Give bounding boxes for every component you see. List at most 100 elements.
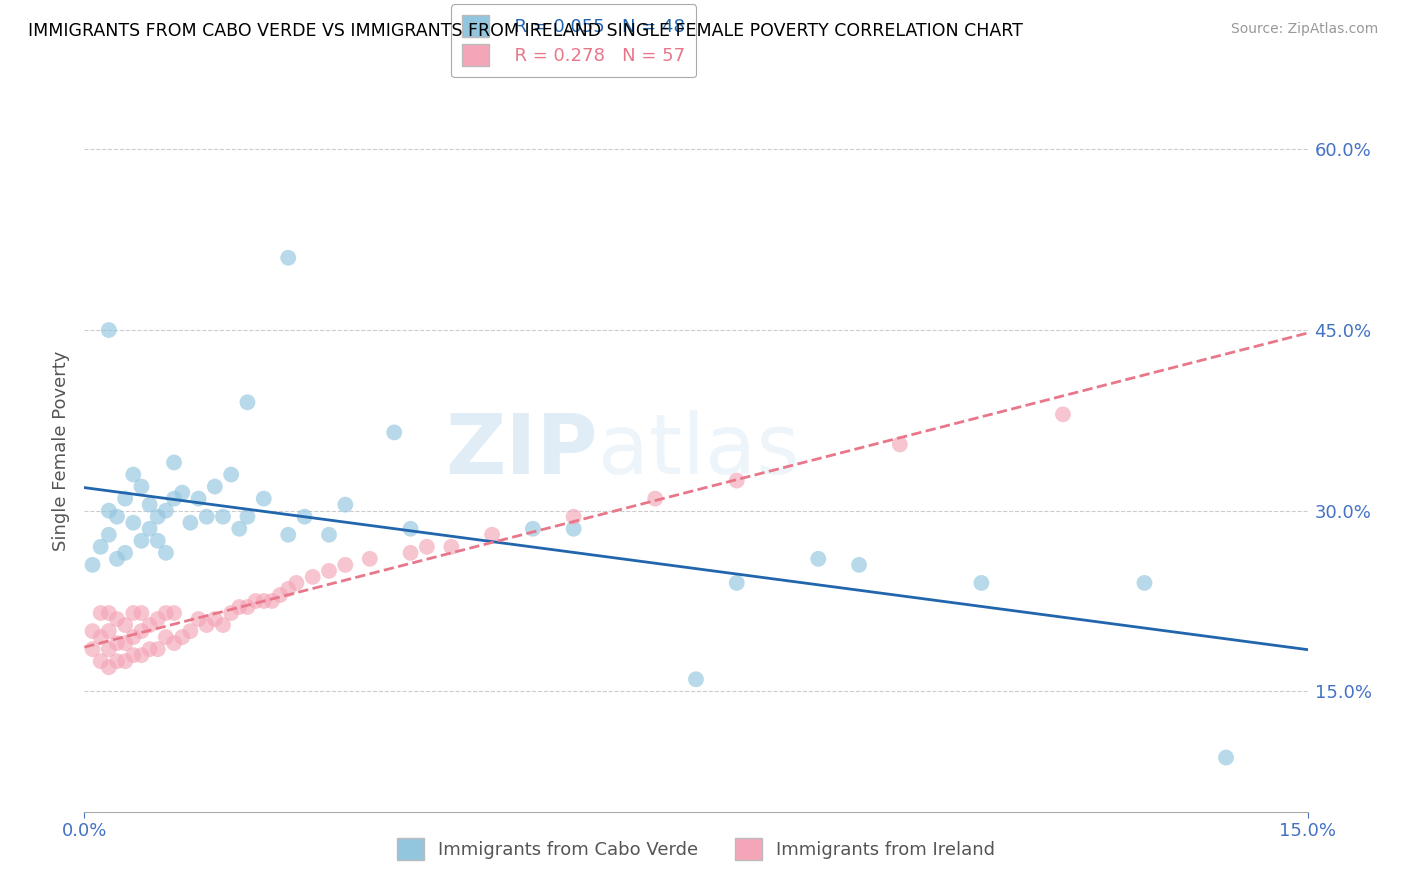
Point <box>122 606 145 620</box>
Point <box>204 480 226 494</box>
Point <box>725 474 748 488</box>
Point <box>146 642 169 657</box>
Point <box>187 491 209 506</box>
Point <box>146 612 169 626</box>
Point <box>253 594 276 608</box>
Text: atlas: atlas <box>598 410 800 491</box>
Point <box>970 576 993 591</box>
Point <box>172 485 194 500</box>
Point <box>335 498 357 512</box>
Point <box>318 564 340 578</box>
Point <box>163 455 186 469</box>
Point <box>155 503 177 517</box>
Point <box>105 636 128 650</box>
Point <box>122 516 145 530</box>
Text: ZIP: ZIP <box>446 410 598 491</box>
Point <box>131 606 153 620</box>
Point <box>82 558 104 572</box>
Point <box>138 498 160 512</box>
Point <box>97 606 120 620</box>
Text: Source: ZipAtlas.com: Source: ZipAtlas.com <box>1230 22 1378 37</box>
Point <box>90 540 112 554</box>
Point <box>1052 407 1074 421</box>
Point <box>122 648 145 662</box>
Point <box>82 624 104 639</box>
Point <box>97 624 120 639</box>
Point <box>440 540 463 554</box>
Point <box>97 503 120 517</box>
Point <box>195 509 218 524</box>
Point <box>105 612 128 626</box>
Point <box>285 576 308 591</box>
Point <box>260 594 283 608</box>
Point <box>163 491 186 506</box>
Point <box>105 551 128 566</box>
Point <box>155 630 177 644</box>
Point <box>187 612 209 626</box>
Point <box>644 491 666 506</box>
Point <box>138 522 160 536</box>
Point <box>131 480 153 494</box>
Point <box>90 654 112 668</box>
Point <box>131 533 153 548</box>
Point <box>163 606 186 620</box>
Text: IMMIGRANTS FROM CABO VERDE VS IMMIGRANTS FROM IRELAND SINGLE FEMALE POVERTY CORR: IMMIGRANTS FROM CABO VERDE VS IMMIGRANTS… <box>28 22 1024 40</box>
Point <box>335 558 357 572</box>
Point <box>236 600 259 615</box>
Point <box>277 251 299 265</box>
Point <box>114 546 136 560</box>
Point <box>245 594 267 608</box>
Point <box>138 642 160 657</box>
Point <box>155 546 177 560</box>
Point <box>90 606 112 620</box>
Point <box>889 437 911 451</box>
Point <box>399 522 422 536</box>
Point <box>97 642 120 657</box>
Point <box>122 630 145 644</box>
Point <box>301 570 323 584</box>
Point <box>219 467 242 482</box>
Point <box>481 527 503 541</box>
Point <box>114 654 136 668</box>
Point <box>155 606 177 620</box>
Point <box>97 660 120 674</box>
Point <box>97 527 120 541</box>
Point <box>179 624 201 639</box>
Point <box>294 509 316 524</box>
Point <box>179 516 201 530</box>
Y-axis label: Single Female Poverty: Single Female Poverty <box>52 351 70 550</box>
Point <box>172 630 194 644</box>
Point <box>146 533 169 548</box>
Point <box>122 467 145 482</box>
Point <box>253 491 276 506</box>
Point <box>82 642 104 657</box>
Point <box>204 612 226 626</box>
Point <box>212 509 235 524</box>
Point <box>318 527 340 541</box>
Point <box>725 576 748 591</box>
Point <box>228 522 250 536</box>
Point <box>269 588 291 602</box>
Point <box>522 522 544 536</box>
Point <box>228 600 250 615</box>
Point <box>105 654 128 668</box>
Point <box>416 540 439 554</box>
Point <box>1215 750 1237 764</box>
Point <box>138 618 160 632</box>
Point <box>399 546 422 560</box>
Point <box>236 509 259 524</box>
Legend: Immigrants from Cabo Verde, Immigrants from Ireland: Immigrants from Cabo Verde, Immigrants f… <box>389 831 1002 868</box>
Point <box>848 558 870 572</box>
Point <box>97 323 120 337</box>
Point <box>90 630 112 644</box>
Point <box>114 491 136 506</box>
Point <box>359 551 381 566</box>
Point <box>146 509 169 524</box>
Point <box>1133 576 1156 591</box>
Point <box>277 582 299 596</box>
Point <box>114 618 136 632</box>
Point <box>131 648 153 662</box>
Point <box>236 395 259 409</box>
Point <box>195 618 218 632</box>
Point <box>562 509 585 524</box>
